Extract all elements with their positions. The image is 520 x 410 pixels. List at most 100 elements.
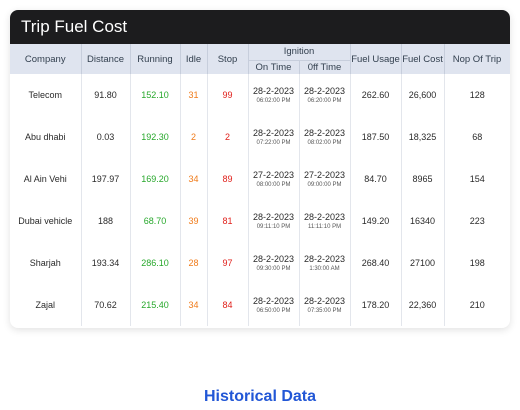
cell-stop: 99 xyxy=(207,74,249,116)
table-row[interactable]: Zajal 70.62 215.40 34 84 28-2-2023 06:50:00 PM… xyxy=(10,284,510,326)
cell-ignition-on: 28-2-2023 09:30:00 PM xyxy=(248,242,300,284)
cell-company: Telecom xyxy=(10,74,82,116)
col-header-on-time[interactable]: On Time xyxy=(248,60,300,74)
table-row[interactable]: Abu dhabi 0.03 192.30 2 2 28-2-2023 07:22:00 P… xyxy=(10,116,510,158)
col-header-off-time[interactable]: 0ff Time xyxy=(299,60,351,74)
cell-ignition-on-date: 28-2-2023 xyxy=(252,212,295,222)
cell-ignition-on-time: 06:02:00 PM xyxy=(256,98,291,104)
col-header-idle[interactable]: Idle xyxy=(180,44,208,74)
cell-running: 152.10 xyxy=(130,74,181,116)
cell-ignition-off-date: 28-2-2023 xyxy=(303,296,346,306)
cell-trips: 223 xyxy=(469,216,485,226)
cell-ignition-on: 28-2-2023 06:50:00 PM xyxy=(248,284,300,326)
cell-idle: 2 xyxy=(180,116,208,158)
col-header-company[interactable]: Company xyxy=(10,44,82,74)
cell-ignition-off-date: 28-2-2023 xyxy=(303,128,346,138)
cell-ignition-off-date: 28-2-2023 xyxy=(303,212,346,222)
cell-trips: 128 xyxy=(469,90,485,100)
table-row[interactable]: Telecom 91.80 152.10 31 99 28-2-2023 06:02:00 … xyxy=(10,74,510,116)
cell-ignition-off-date: 27-2-2023 xyxy=(303,170,346,180)
cell-ignition-on-time: 09:11:10 PM xyxy=(256,224,291,230)
cell-ignition-off-date: 28-2-2023 xyxy=(303,86,346,96)
col-header-nop-of-trip[interactable]: Nop Of Trip xyxy=(444,44,510,74)
cell-company: Al Ain Vehi xyxy=(10,158,82,200)
cell-stop: 81 xyxy=(207,200,249,242)
cell-running: 68.70 xyxy=(130,200,181,242)
cell-ignition-off: 28-2-2023 08:02:00 PM xyxy=(299,116,351,158)
cell-fuel-usage: 262.60 xyxy=(350,74,402,116)
cell-ignition-off: 28-2-2023 1:30:00 AM xyxy=(299,242,351,284)
trip-fuel-cost-card: Trip Fuel Cost Company Distance Running … xyxy=(10,10,510,328)
col-header-ignition: Ignition xyxy=(248,44,351,61)
cell-company: Abu dhabi xyxy=(10,116,82,158)
cell-ignition-off-time: 07:35:00 PM xyxy=(307,308,342,314)
cell-running: 286.10 xyxy=(130,242,181,284)
cell-distance: 0.03 xyxy=(81,116,131,158)
cell-ignition-on-date: 28-2-2023 xyxy=(252,296,295,306)
cell-fuel-cost: 26,600 xyxy=(401,74,445,116)
cell-stop: 84 xyxy=(207,284,249,326)
cell-fuel-cost: 22,360 xyxy=(401,284,445,326)
card-title: Trip Fuel Cost xyxy=(10,10,510,44)
col-header-stop[interactable]: Stop xyxy=(207,44,249,74)
cell-trips: 154 xyxy=(469,174,485,184)
cell-fuel-usage: 268.40 xyxy=(350,242,402,284)
cell-fuel-usage: 84.70 xyxy=(350,158,402,200)
col-header-fuel-usage[interactable]: Fuel Usage xyxy=(350,44,402,74)
col-header-fuel-cost[interactable]: Fuel Cost xyxy=(401,44,445,74)
trip-fuel-cost-table: Company Distance Running Idle Stop Ignit… xyxy=(10,44,510,326)
cell-idle: 34 xyxy=(180,158,208,200)
col-header-distance[interactable]: Distance xyxy=(81,44,131,74)
cell-ignition-off-time: 11:11:10 PM xyxy=(307,224,342,230)
cell-company: Sharjah xyxy=(10,242,82,284)
cell-ignition-on-time: 08:00:00 PM xyxy=(256,182,291,188)
table-row[interactable]: Sharjah 193.34 286.10 28 97 28-2-2023 09:30:00… xyxy=(10,242,510,284)
table-row[interactable]: Dubai vehicle 188 68.70 39 81 28-2-2023 09:11:… xyxy=(10,200,510,242)
cell-running: 169.20 xyxy=(130,158,181,200)
cell-distance: 188 xyxy=(81,200,131,242)
cell-ignition-on-date: 28-2-2023 xyxy=(252,86,295,96)
cell-ignition-on-date: 28-2-2023 xyxy=(252,254,295,264)
cell-idle: 39 xyxy=(180,200,208,242)
cell-fuel-cost: 8965 xyxy=(401,158,445,200)
cell-running: 192.30 xyxy=(130,116,181,158)
cell-distance: 197.97 xyxy=(81,158,131,200)
cell-fuel-usage: 149.20 xyxy=(350,200,402,242)
cell-fuel-cost: 27100 xyxy=(401,242,445,284)
cell-ignition-on: 28-2-2023 06:02:00 PM xyxy=(248,74,300,116)
cell-ignition-off: 28-2-2023 07:35:00 PM xyxy=(299,284,351,326)
cell-stop: 2 xyxy=(207,116,249,158)
cell-trips: 68 xyxy=(472,132,483,142)
cell-ignition-off: 27-2-2023 09:00:00 PM xyxy=(299,158,351,200)
col-header-running[interactable]: Running xyxy=(130,44,181,74)
cell-ignition-on-time: 06:50:00 PM xyxy=(256,308,291,314)
table-row[interactable]: Al Ain Vehi 197.97 169.20 34 89 27-2-2023 08:0… xyxy=(10,158,510,200)
cell-idle: 28 xyxy=(180,242,208,284)
cell-ignition-off-time: 06:20:00 PM xyxy=(307,98,342,104)
cell-ignition-off-time: 08:02:00 PM xyxy=(307,140,342,146)
cell-ignition-on-date: 28-2-2023 xyxy=(252,128,295,138)
cell-company: Dubai vehicle xyxy=(10,200,82,242)
cell-fuel-usage: 178.20 xyxy=(350,284,402,326)
cell-company: Zajal xyxy=(10,284,82,326)
cell-distance: 193.34 xyxy=(81,242,131,284)
cell-ignition-on: 28-2-2023 07:22:00 PM xyxy=(248,116,300,158)
cell-stop: 97 xyxy=(207,242,249,284)
cell-ignition-off: 28-2-2023 11:11:10 PM xyxy=(299,200,351,242)
cell-ignition-on-time: 09:30:00 PM xyxy=(256,266,291,272)
cell-ignition-on-time: 07:22:00 PM xyxy=(256,140,291,146)
cell-trips: 210 xyxy=(469,300,485,310)
cell-fuel-cost: 18,325 xyxy=(401,116,445,158)
cell-idle: 31 xyxy=(180,74,208,116)
cell-ignition-on: 28-2-2023 09:11:10 PM xyxy=(248,200,300,242)
cell-ignition-off-time: 09:00:00 PM xyxy=(307,182,342,188)
cell-fuel-usage: 187.50 xyxy=(350,116,402,158)
cell-stop: 89 xyxy=(207,158,249,200)
historical-data-link[interactable]: Historical Data xyxy=(203,388,317,405)
cell-idle: 34 xyxy=(180,284,208,326)
cell-ignition-off-date: 28-2-2023 xyxy=(303,254,346,264)
cell-fuel-cost: 16340 xyxy=(401,200,445,242)
cell-ignition-on: 27-2-2023 08:00:00 PM xyxy=(248,158,300,200)
cell-trips: 198 xyxy=(469,258,485,268)
cell-distance: 70.62 xyxy=(81,284,131,326)
